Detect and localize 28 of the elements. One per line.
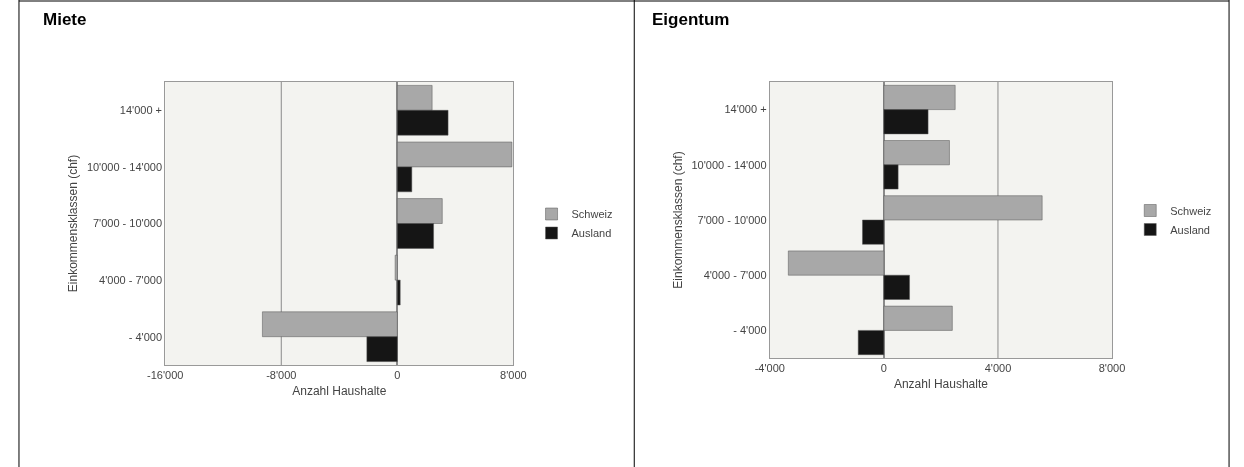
x-tick-label: -8'000 (266, 369, 297, 382)
legend-label: Schweiz (1170, 204, 1212, 217)
x-tick-label: 4'000 (984, 362, 1012, 375)
x-tick-label: 0 (880, 362, 887, 375)
y-tick-label: 7'000 - 10'000 (92, 217, 163, 230)
y-tick-label: 4'000 - 7'000 (99, 273, 163, 286)
chart-title: Eigentum (652, 10, 730, 29)
chart-title: Miete (43, 10, 87, 29)
x-tick-label: 8'000 (1098, 362, 1126, 375)
y-tick-label: - 4'000 (128, 330, 163, 343)
x-axis-title: Anzahl Haushalte (292, 384, 387, 399)
x-axis-title: Anzahl Haushalte (893, 377, 989, 392)
y-axis-title: Einkommensklassen (chf) (66, 154, 81, 293)
y-axis-title: Einkommensklassen (chf) (670, 151, 685, 289)
x-tick-label: -16'000 (147, 369, 184, 382)
y-tick-label: - 4'000 (733, 324, 767, 337)
y-tick-label: 7'000 - 10'000 (697, 213, 767, 226)
legend-label: Schweiz (571, 208, 613, 221)
legend-label: Ausland (571, 227, 612, 240)
y-tick-label: 14'000 + (724, 103, 767, 116)
y-tick-label: 10'000 - 14'000 (86, 160, 163, 173)
x-tick-label: 0 (394, 369, 401, 382)
x-tick-label: -4'000 (754, 362, 785, 375)
y-tick-label: 4'000 - 7'000 (703, 269, 767, 282)
y-tick-label: 10'000 - 14'000 (691, 158, 767, 171)
y-tick-label: 14'000 + (119, 104, 163, 117)
x-tick-label: 8'000 (500, 369, 527, 382)
legend-label: Ausland (1170, 223, 1210, 236)
